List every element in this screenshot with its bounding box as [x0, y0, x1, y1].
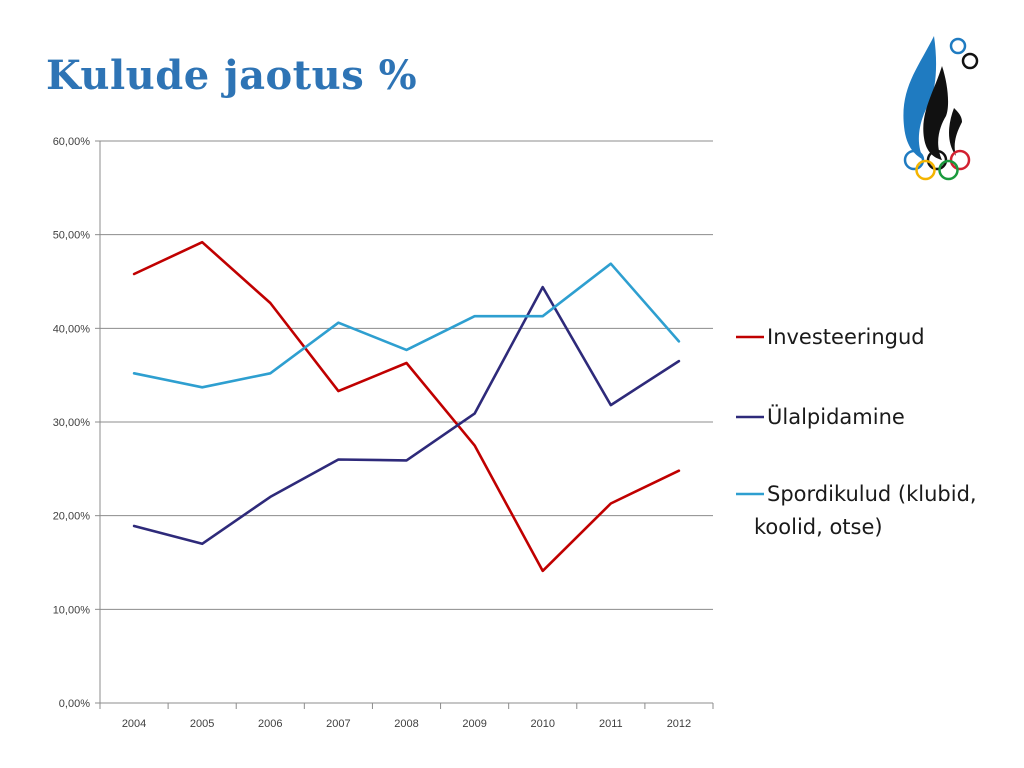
black-flame-tail-shape — [949, 108, 962, 156]
y-axis-ticks: 0,00% 10,00% 20,00% 30,00% 40,00% 50,00% 60,00… — [53, 136, 100, 710]
olympic-flame-logo-icon — [903, 36, 979, 181]
small-black-ring — [961, 52, 979, 70]
x-axis-ticks: 2004 2005 2006 2007 2008 2009 2010 2011 2012 — [99, 703, 714, 730]
gridlines — [100, 140, 713, 610]
x-tick-label: 2007 — [326, 718, 350, 730]
blue-flame-shape — [903, 36, 937, 160]
black-flame-shape — [923, 66, 949, 160]
y-tick-label: 20,00% — [53, 511, 91, 523]
series-line-1 — [132, 240, 681, 573]
series-line-2 — [132, 285, 681, 546]
y-tick-label: 60,00% — [53, 136, 91, 148]
x-tick-label: 2008 — [394, 718, 418, 730]
olympic-ring-yellow — [915, 159, 936, 181]
legend-entry-label: Ülalpidamine — [767, 404, 905, 429]
x-tick-label: 2005 — [190, 718, 214, 730]
series-lines — [132, 240, 681, 573]
small-blue-ring — [949, 37, 967, 55]
x-tick-label: 2006 — [258, 718, 282, 730]
x-tick-label: 2009 — [462, 718, 486, 730]
olympic-ring-red — [949, 149, 971, 171]
x-tick-label: 2004 — [122, 718, 146, 730]
y-tick-label: 0,00% — [59, 698, 90, 710]
olympic-ring-green — [938, 159, 959, 181]
legend: Investeeringud Ülalpidamine Spordikulud (k… — [736, 325, 977, 539]
y-tick-label: 30,00% — [53, 417, 91, 429]
x-tick-label: 2011 — [599, 718, 623, 730]
y-tick-label: 10,00% — [53, 604, 91, 616]
legend-entry-label: Investeeringud — [767, 325, 925, 349]
olympic-ring-blue — [903, 149, 925, 171]
slide-title: Kulude jaotus % — [46, 52, 418, 99]
series-line-3 — [132, 262, 681, 389]
y-tick-label: 50,00% — [53, 230, 91, 242]
legend-entry-label: Spordikulud (klubid, koolid, otse) — [754, 482, 977, 539]
x-tick-label: 2012 — [667, 718, 691, 730]
x-tick-label: 2010 — [530, 718, 554, 730]
olympic-ring-black — [926, 149, 948, 171]
y-tick-label: 40,00% — [53, 323, 91, 335]
